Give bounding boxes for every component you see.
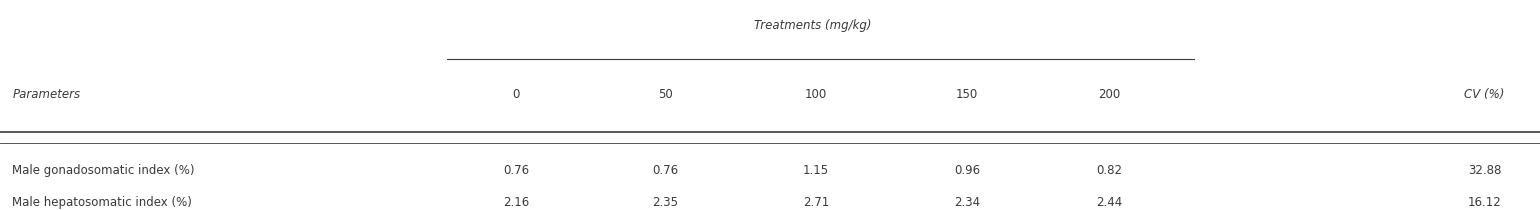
Text: Treatments (mg/kg): Treatments (mg/kg)	[753, 19, 872, 32]
Text: 32.88: 32.88	[1468, 164, 1502, 177]
Text: Male gonadosomatic index (%): Male gonadosomatic index (%)	[12, 164, 196, 177]
Text: Male hepatosomatic index (%): Male hepatosomatic index (%)	[12, 196, 192, 209]
Text: 2.16: 2.16	[502, 196, 530, 209]
Text: 2.71: 2.71	[802, 196, 830, 209]
Text: Parameters: Parameters	[12, 88, 80, 101]
Text: 0.96: 0.96	[955, 164, 979, 177]
Text: 150: 150	[956, 88, 978, 101]
Text: 2.34: 2.34	[955, 196, 979, 209]
Text: 2.44: 2.44	[1095, 196, 1123, 209]
Text: 16.12: 16.12	[1468, 196, 1502, 209]
Text: 0.82: 0.82	[1096, 164, 1121, 177]
Text: 2.35: 2.35	[653, 196, 678, 209]
Text: 0.76: 0.76	[653, 164, 678, 177]
Text: 0: 0	[513, 88, 519, 101]
Text: 50: 50	[658, 88, 673, 101]
Text: CV (%): CV (%)	[1465, 88, 1505, 101]
Text: 0.76: 0.76	[504, 164, 528, 177]
Text: 100: 100	[805, 88, 827, 101]
Text: 1.15: 1.15	[804, 164, 829, 177]
Text: 200: 200	[1098, 88, 1120, 101]
